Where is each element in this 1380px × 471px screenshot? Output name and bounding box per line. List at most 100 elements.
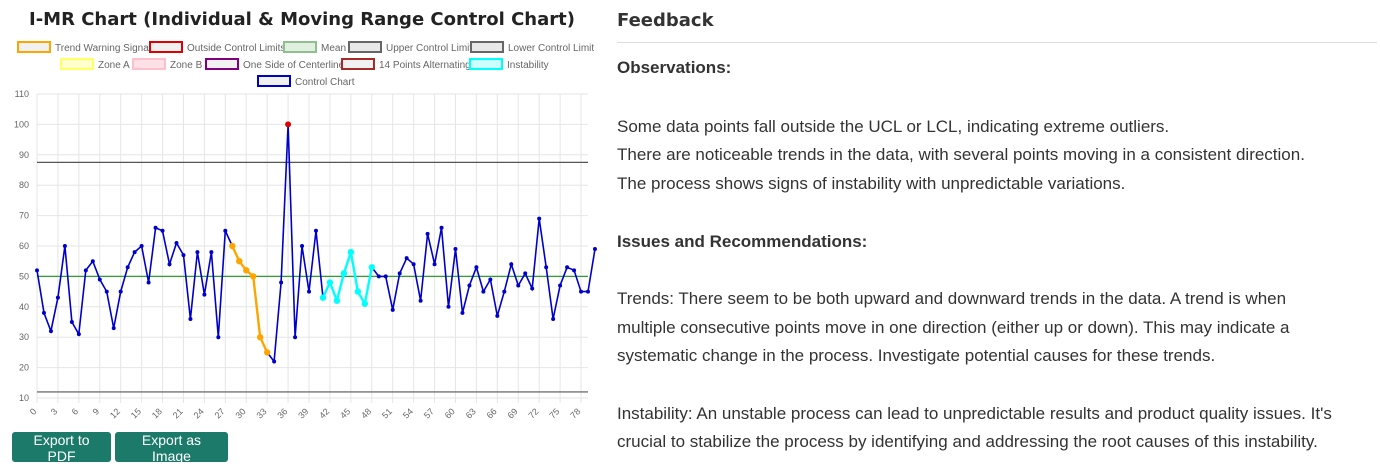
- instability-point[interactable]: [354, 288, 362, 295]
- data-point[interactable]: [35, 268, 39, 273]
- x-tick-label: 69: [506, 406, 520, 420]
- data-point[interactable]: [376, 274, 381, 279]
- data-point[interactable]: [83, 268, 88, 273]
- data-point[interactable]: [188, 316, 193, 321]
- instability-point[interactable]: [333, 297, 341, 304]
- data-point[interactable]: [146, 280, 151, 285]
- data-point[interactable]: [586, 289, 590, 294]
- data-point[interactable]: [160, 228, 165, 233]
- data-point[interactable]: [216, 335, 221, 340]
- instability-point[interactable]: [361, 300, 369, 307]
- data-point[interactable]: [132, 250, 137, 255]
- export-image-button[interactable]: Export as Image: [115, 432, 228, 464]
- legend-item[interactable]: Control Chart: [257, 75, 355, 88]
- y-tick-label: 110: [15, 89, 29, 99]
- data-point[interactable]: [69, 320, 74, 324]
- legend-item[interactable]: Upper Control Limit: [348, 41, 472, 54]
- data-point[interactable]: [167, 262, 172, 267]
- data-point[interactable]: [460, 310, 465, 315]
- data-point[interactable]: [397, 271, 402, 276]
- legend-item[interactable]: Zone B: [132, 58, 203, 71]
- data-point[interactable]: [181, 253, 186, 258]
- data-point[interactable]: [592, 247, 597, 252]
- data-point[interactable]: [76, 332, 81, 337]
- data-point[interactable]: [90, 259, 95, 264]
- data-point[interactable]: [390, 307, 395, 312]
- data-point[interactable]: [293, 335, 298, 340]
- data-point[interactable]: [41, 310, 46, 315]
- data-point[interactable]: [118, 289, 123, 294]
- data-point[interactable]: [488, 277, 493, 282]
- data-point[interactable]: [313, 228, 318, 233]
- data-point[interactable]: [467, 283, 472, 288]
- data-point[interactable]: [446, 304, 451, 309]
- data-point[interactable]: [279, 280, 284, 285]
- legend-item[interactable]: Zone A: [60, 58, 130, 71]
- data-point[interactable]: [97, 277, 102, 282]
- legend-item[interactable]: Outside Control Limits: [149, 41, 285, 54]
- data-point[interactable]: [202, 292, 207, 297]
- data-point[interactable]: [139, 244, 144, 248]
- trend-warning-point[interactable]: [250, 273, 257, 280]
- data-point[interactable]: [558, 283, 563, 288]
- data-point[interactable]: [48, 329, 53, 334]
- data-point[interactable]: [579, 289, 584, 294]
- data-point[interactable]: [418, 298, 423, 303]
- trend-warning-point[interactable]: [256, 334, 264, 341]
- data-point[interactable]: [404, 256, 409, 261]
- data-point[interactable]: [411, 262, 416, 267]
- data-point[interactable]: [453, 247, 458, 252]
- data-point[interactable]: [209, 250, 214, 255]
- legend-label: 14 Points Alternating: [379, 60, 471, 71]
- data-point[interactable]: [565, 265, 570, 270]
- data-point[interactable]: [551, 316, 556, 321]
- data-point[interactable]: [383, 274, 388, 279]
- data-point[interactable]: [537, 216, 542, 221]
- data-point[interactable]: [474, 265, 479, 270]
- legend-item[interactable]: Instability: [469, 58, 549, 71]
- data-point[interactable]: [104, 289, 109, 294]
- data-point[interactable]: [111, 326, 116, 331]
- data-point[interactable]: [425, 231, 430, 236]
- data-point[interactable]: [481, 289, 486, 294]
- export-pdf-button[interactable]: Export to PDF: [12, 432, 111, 464]
- trend-warning-point[interactable]: [229, 242, 236, 250]
- x-tick-label: 18: [150, 406, 164, 420]
- data-point[interactable]: [195, 250, 200, 255]
- instability-point[interactable]: [326, 279, 334, 286]
- legend-item[interactable]: Trend Warning Signal: [17, 41, 151, 54]
- legend-item[interactable]: 14 Points Alternating: [341, 58, 471, 71]
- instability-point[interactable]: [340, 270, 348, 277]
- data-point[interactable]: [544, 265, 549, 270]
- trend-warning-point[interactable]: [243, 267, 250, 274]
- instability-point[interactable]: [368, 264, 375, 271]
- data-point[interactable]: [432, 262, 437, 267]
- data-point[interactable]: [509, 262, 514, 267]
- data-point[interactable]: [153, 225, 158, 230]
- instability-point[interactable]: [347, 248, 355, 256]
- data-point[interactable]: [516, 283, 521, 288]
- instability-point[interactable]: [319, 294, 327, 301]
- x-tick-label: 45: [338, 406, 352, 420]
- data-point[interactable]: [300, 244, 305, 248]
- data-point[interactable]: [223, 228, 228, 233]
- data-point[interactable]: [495, 313, 500, 318]
- x-tick-label: 63: [464, 406, 478, 420]
- data-point[interactable]: [55, 295, 60, 300]
- data-point[interactable]: [502, 289, 507, 294]
- data-point[interactable]: [523, 271, 528, 276]
- data-point[interactable]: [174, 240, 179, 245]
- outside-limit-point[interactable]: [285, 121, 292, 128]
- data-point[interactable]: [307, 289, 312, 294]
- legend-item[interactable]: Lower Control Limit: [470, 41, 594, 54]
- data-point[interactable]: [572, 268, 577, 273]
- legend-item[interactable]: One Side of Centerline: [205, 58, 345, 71]
- trend-warning-point[interactable]: [263, 349, 271, 356]
- data-point[interactable]: [439, 225, 444, 230]
- legend-item[interactable]: Mean: [283, 41, 346, 54]
- data-point[interactable]: [125, 265, 130, 270]
- data-point[interactable]: [530, 286, 535, 291]
- data-point[interactable]: [62, 244, 67, 248]
- data-point[interactable]: [272, 359, 277, 364]
- trend-warning-point[interactable]: [236, 258, 243, 265]
